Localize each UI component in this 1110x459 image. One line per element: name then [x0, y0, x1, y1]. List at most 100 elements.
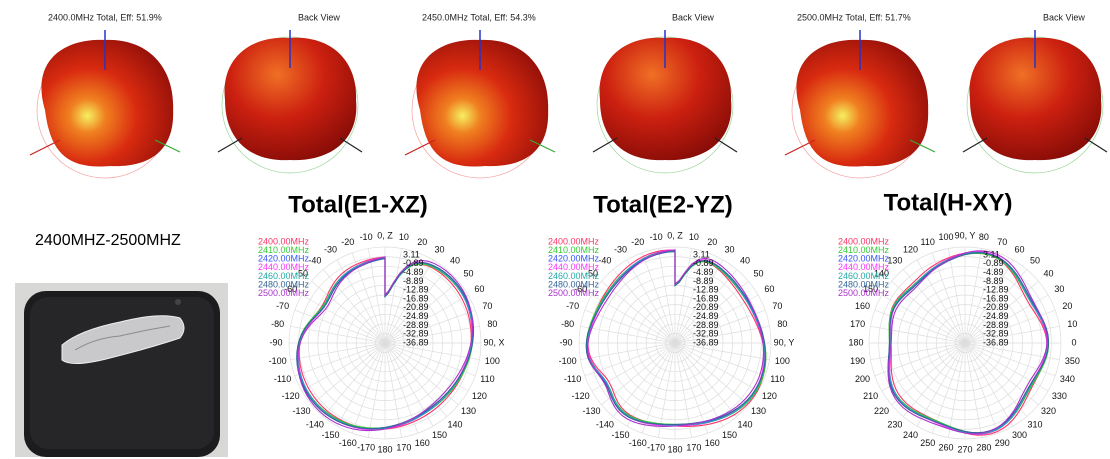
legend-entry: 2410.00MHz: [258, 245, 310, 255]
angle-label: 350: [1065, 356, 1080, 366]
axis-y: [592, 137, 618, 153]
pattern-curve: [297, 257, 473, 430]
angle-label: 170: [396, 443, 411, 453]
angle-label: -160: [629, 438, 647, 448]
angle-label: 50: [753, 269, 763, 279]
angle-label: 0, Z: [667, 230, 683, 240]
radial-label: -24.89: [983, 311, 1009, 321]
legend-entry: 2500.00MHz: [548, 288, 600, 298]
angle-label: -50: [585, 269, 598, 279]
grid-spoke: [601, 342, 676, 405]
grid-spoke: [674, 342, 709, 434]
pattern-curve: [887, 250, 1048, 435]
radial-label: 3.11: [693, 249, 710, 259]
polar-title: Total(E2-YZ): [593, 191, 733, 218]
angle-label: 50: [1030, 255, 1040, 265]
legend-entry: 2480.00MHz: [548, 279, 600, 289]
angle-label: 30: [1054, 284, 1064, 294]
grid-spoke: [641, 342, 676, 434]
legend-entry: 2440.00MHz: [838, 262, 890, 272]
angle-label: 10: [1067, 319, 1077, 329]
radial-label: -0.89: [693, 258, 714, 268]
legend-entry: 2460.00MHz: [838, 271, 890, 281]
angle-label: -60: [574, 284, 587, 294]
radial-label: -4.89: [693, 267, 714, 277]
pattern-curve: [587, 249, 765, 427]
legend-entry: 2400.00MHz: [548, 236, 600, 246]
angle-label: -140: [306, 419, 324, 429]
angle-label: 60: [1014, 245, 1024, 255]
angle-label: -90: [559, 337, 572, 347]
angle-label: -120: [282, 391, 300, 401]
angle-label: 40: [450, 255, 460, 265]
angle-label: 70: [772, 301, 782, 311]
angle-label: -10: [360, 232, 373, 242]
grid-spoke: [964, 342, 999, 434]
legend-entry: 2480.00MHz: [838, 279, 890, 289]
axis-y: [529, 139, 556, 153]
grid-spoke: [384, 342, 480, 361]
angle-label: -150: [611, 430, 629, 440]
angle-label: 160: [415, 438, 430, 448]
grid-spoke: [580, 342, 676, 361]
legend-entry: 2460.00MHz: [548, 271, 600, 281]
angle-label: 20: [707, 237, 717, 247]
radial-label: -32.89: [983, 329, 1009, 339]
angle-label: 120: [762, 391, 777, 401]
angle-label: -10: [650, 232, 663, 242]
axis-y: [962, 137, 988, 153]
angle-label: 110: [770, 374, 784, 384]
angle-label: 90, X: [483, 337, 504, 347]
angle-label: -60: [284, 284, 297, 294]
angle-label: -50: [295, 269, 308, 279]
angle-label: 0: [1071, 337, 1076, 347]
grid-spoke: [323, 269, 386, 344]
angle-label: 230: [887, 419, 902, 429]
grid-spoke: [674, 248, 693, 344]
grid-spoke: [584, 309, 676, 344]
views: 2400.0MHz Total, Eff: 51.9% Back View 2450…: [29, 12, 1108, 179]
angle-label: 130: [751, 406, 766, 416]
legend-entry: 2400.00MHz: [838, 236, 890, 246]
axis-x: [339, 137, 363, 153]
angle-label: 10: [399, 232, 409, 242]
angle-label: 260: [939, 443, 954, 453]
angle-label: -20: [341, 237, 354, 247]
angle-label: -130: [582, 406, 600, 416]
grid-spoke: [641, 252, 676, 344]
axis-y: [909, 139, 936, 153]
radial-label: -28.89: [983, 320, 1009, 330]
grid-spoke: [674, 342, 759, 392]
grid-spoke: [903, 342, 966, 417]
blob-back: [599, 37, 732, 161]
angle-label: 310: [1028, 419, 1043, 429]
angle-label: 120: [903, 245, 918, 255]
angle-label: 0, Z: [377, 230, 393, 240]
radial-label: -36.89: [693, 337, 719, 347]
angle-label: 190: [850, 356, 865, 366]
pattern-curve: [585, 251, 766, 426]
angle-label: 240: [903, 430, 918, 440]
angle-label: -150: [321, 430, 339, 440]
angle-label: 150: [432, 430, 447, 440]
angle-label: 70: [997, 237, 1007, 247]
angle-label: -110: [274, 374, 291, 384]
radial-label: 3.11: [983, 249, 1000, 259]
grid-spoke: [626, 342, 676, 427]
angle-label: 60: [764, 284, 774, 294]
radial-label: -8.89: [693, 276, 714, 286]
legend-entry: 2500.00MHz: [258, 288, 310, 298]
grid-spoke: [591, 294, 676, 344]
pattern-curve: [586, 250, 766, 426]
radial-label: 3.11: [403, 249, 420, 259]
angle-label: 50: [463, 269, 473, 279]
blob-front: [41, 39, 174, 167]
angle-label: 220: [874, 406, 889, 416]
grid-spoke: [384, 342, 469, 392]
grid-spoke: [881, 342, 966, 392]
radial-label: -4.89: [403, 267, 424, 277]
grid-spoke: [301, 342, 386, 392]
